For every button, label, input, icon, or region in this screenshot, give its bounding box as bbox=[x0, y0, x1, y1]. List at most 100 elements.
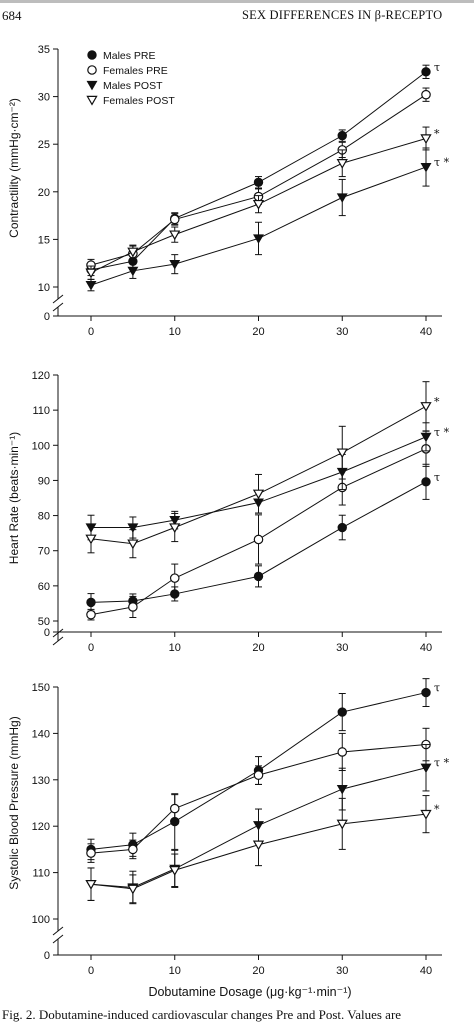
series-females-post: * bbox=[85, 126, 440, 280]
data-point bbox=[169, 573, 180, 583]
series-males-post: τ * bbox=[85, 147, 450, 292]
x-tick-label: 40 bbox=[420, 642, 432, 654]
y-tick-label: 70 bbox=[38, 546, 50, 558]
data-point bbox=[253, 534, 264, 545]
series-females-post: * bbox=[85, 381, 440, 559]
data-point bbox=[253, 234, 264, 244]
data-point bbox=[127, 539, 139, 550]
data-point bbox=[86, 609, 96, 620]
data-point bbox=[252, 199, 265, 210]
legend-marker bbox=[86, 95, 98, 106]
y-tick-label: 110 bbox=[32, 405, 50, 417]
series-line bbox=[90, 813, 427, 890]
series-males-pre: τ bbox=[86, 61, 440, 277]
axis-break-mark bbox=[52, 302, 64, 312]
legend-entry: Males PRE bbox=[103, 50, 156, 62]
data-point bbox=[420, 809, 432, 820]
data-point bbox=[169, 230, 181, 241]
axis-break-mark bbox=[52, 294, 64, 304]
series-line bbox=[90, 481, 427, 603]
series-line bbox=[91, 436, 427, 529]
figure-caption: Fig. 2. Dobutamine-induced cardiovascula… bbox=[2, 1007, 402, 1022]
y-axis-label: Systolic Blood Pressure (mmHg) bbox=[7, 716, 21, 889]
significance-label: τ bbox=[434, 471, 440, 484]
data-point bbox=[169, 866, 181, 876]
y-tick-label: 25 bbox=[38, 139, 50, 151]
top-rule bbox=[0, 0, 474, 3]
data-point bbox=[127, 247, 139, 258]
x-axis-label: Dobutamine Dosage (μg·kg⁻¹·min⁻¹) bbox=[148, 985, 351, 999]
x-tick-label: 10 bbox=[169, 642, 181, 654]
y-axis-label: Heart Rate (beats·min⁻¹) bbox=[7, 432, 21, 564]
axis-break-mark bbox=[52, 926, 64, 936]
data-point bbox=[420, 402, 432, 412]
significance-label: * bbox=[434, 395, 440, 408]
data-point bbox=[85, 879, 97, 890]
series-line bbox=[90, 71, 427, 271]
series-line bbox=[90, 166, 427, 286]
data-point bbox=[127, 266, 139, 277]
data-point bbox=[85, 268, 97, 279]
data-point bbox=[85, 280, 97, 291]
data-point bbox=[85, 534, 97, 545]
y-tick-label: 100 bbox=[32, 440, 50, 452]
data-point bbox=[127, 523, 139, 533]
series-line bbox=[90, 767, 427, 888]
axis-break-mark bbox=[52, 934, 64, 944]
axis-break-mark bbox=[52, 628, 64, 638]
x-tick-label: 0 bbox=[88, 642, 94, 654]
x-tick-label: 10 bbox=[169, 965, 181, 977]
x-tick-label: 20 bbox=[252, 326, 264, 338]
significance-label: τ * bbox=[434, 156, 450, 169]
data-point bbox=[127, 884, 139, 895]
y-tick-label: 20 bbox=[38, 187, 50, 199]
data-point bbox=[169, 260, 181, 270]
data-point bbox=[420, 432, 432, 443]
series-line bbox=[90, 405, 427, 545]
data-point bbox=[128, 844, 138, 855]
legend-marker bbox=[87, 65, 97, 75]
axis-break-mark bbox=[52, 636, 64, 646]
data-point bbox=[169, 803, 180, 814]
y-tick-label: 120 bbox=[32, 370, 50, 382]
y-tick-label: 110 bbox=[32, 868, 50, 880]
data-point bbox=[337, 130, 347, 141]
x-tick-label: 30 bbox=[336, 642, 348, 654]
panel-1: 10 15 20 25 30 35 0 0 10 20 30 40 Contractility (mmH… bbox=[7, 44, 450, 338]
series-females-post: * bbox=[85, 795, 440, 904]
data-point bbox=[337, 522, 347, 533]
data-point bbox=[86, 848, 96, 858]
data-point bbox=[421, 687, 431, 698]
series-females-pre bbox=[86, 727, 431, 863]
data-point bbox=[337, 707, 347, 717]
x-tick-label: 0 bbox=[88, 965, 94, 977]
data-point bbox=[252, 489, 265, 500]
data-point bbox=[420, 134, 432, 145]
y-axis-label: Contractility (mmHg·cm⁻²) bbox=[7, 98, 21, 238]
y-tick-label: 80 bbox=[38, 511, 50, 523]
y-zero-label: 0 bbox=[44, 311, 50, 323]
series-line bbox=[90, 138, 427, 274]
legend: Males PRE Females PRE Males POST Females PO… bbox=[86, 50, 175, 107]
series-line bbox=[90, 692, 427, 850]
y-tick-label: 120 bbox=[32, 821, 50, 833]
x-tick-label: 40 bbox=[420, 965, 432, 977]
panel-2: 50 60 70 80 90 100 110 120 0 0 10 20 30 40 Heart Rate … bbox=[7, 370, 450, 654]
data-point bbox=[336, 448, 348, 459]
data-point bbox=[420, 763, 432, 774]
y-zero-label: 0 bbox=[44, 950, 50, 962]
y-tick-label: 60 bbox=[38, 581, 50, 593]
x-tick-label: 10 bbox=[169, 326, 181, 338]
legend-marker bbox=[87, 50, 97, 60]
x-tick-label: 20 bbox=[252, 642, 264, 654]
y-tick-label: 30 bbox=[38, 92, 50, 104]
data-point bbox=[253, 770, 264, 780]
legend-entry: Females PRE bbox=[103, 65, 168, 77]
x-tick-label: 30 bbox=[336, 326, 348, 338]
legend-marker bbox=[86, 80, 98, 91]
y-tick-label: 50 bbox=[38, 616, 50, 628]
y-tick-label: 150 bbox=[32, 682, 50, 694]
series-line bbox=[90, 448, 427, 616]
page-number: 684 bbox=[2, 8, 22, 23]
significance-label: τ * bbox=[434, 426, 450, 439]
